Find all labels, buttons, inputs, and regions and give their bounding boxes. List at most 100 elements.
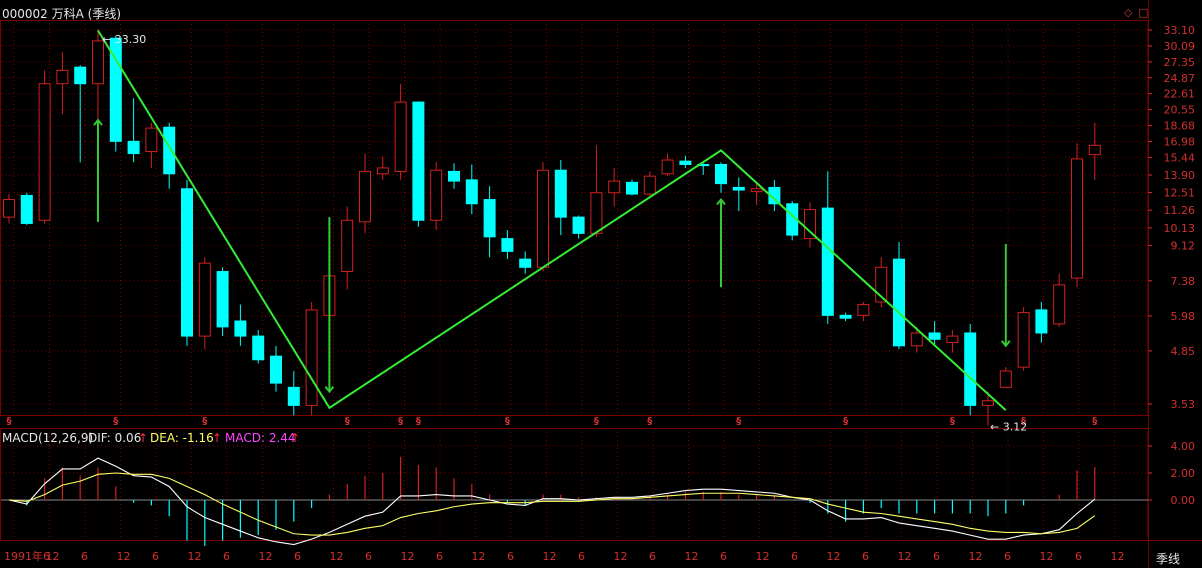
- price-axis-label: 12.51: [1164, 187, 1196, 200]
- candle-body: [519, 258, 532, 268]
- candle-body: [875, 266, 888, 303]
- timeframe-label[interactable]: 季线: [1156, 552, 1181, 566]
- event-mark: §: [1021, 416, 1026, 427]
- event-mark: §: [7, 416, 12, 427]
- candle-body: [163, 126, 176, 175]
- event-mark: §: [647, 416, 652, 427]
- time-axis-label: 6: [578, 550, 585, 563]
- event-mark: §: [416, 416, 421, 427]
- candle-body: [1017, 312, 1030, 368]
- price-axis-label: 24.87: [1164, 72, 1196, 85]
- candle-body: [804, 209, 816, 240]
- candle-body: [376, 167, 389, 175]
- candle-body: [821, 207, 834, 316]
- candle-body: [127, 140, 140, 155]
- time-axis-label: 6: [720, 550, 727, 563]
- time-axis-label: 12: [330, 550, 344, 563]
- diamond-icon[interactable]: ◇: [1124, 6, 1133, 19]
- event-mark: §: [345, 416, 350, 427]
- candle-body: [839, 314, 852, 319]
- candle-body: [501, 238, 514, 252]
- price-axis-label: 5.98: [1171, 310, 1196, 323]
- candle-body: [38, 83, 51, 221]
- time-axis-label: 12: [756, 550, 770, 563]
- price-axis-label: 4.85: [1171, 345, 1196, 358]
- price-axis-label: 18.68: [1164, 120, 1196, 133]
- time-axis-label: 6: [649, 550, 656, 563]
- square-icon[interactable]: □: [1138, 6, 1149, 19]
- event-mark: §: [594, 416, 599, 427]
- signal-arrow-head: [1001, 340, 1011, 348]
- price-axis-label: 15.44: [1164, 151, 1196, 164]
- candle-body: [252, 335, 265, 361]
- price-axis-label: 3.53: [1171, 398, 1196, 411]
- macd-dif-label: DIF: 0.06: [88, 431, 142, 445]
- price-axis-label: 33.10: [1164, 24, 1196, 37]
- price-axis-label: 27.35: [1164, 56, 1196, 69]
- candle-body: [768, 186, 781, 205]
- event-mark: §: [736, 416, 741, 427]
- time-axis-label: 12: [188, 550, 202, 563]
- candle-body: [412, 101, 425, 221]
- time-axis-label: 12: [46, 550, 60, 563]
- event-mark: §: [843, 416, 848, 427]
- candle-body: [715, 163, 727, 185]
- time-axis-label: 12: [614, 550, 628, 563]
- candle-body: [234, 320, 247, 337]
- time-axis-label: 12: [898, 550, 912, 563]
- time-axis-label: 12: [472, 550, 486, 563]
- candle-body: [857, 304, 870, 316]
- price-axis-label: 20.55: [1164, 104, 1196, 117]
- macd-axis-label: 0.00: [1171, 494, 1196, 507]
- price-axis-label: 13.90: [1164, 169, 1196, 182]
- time-axis-label: 6: [436, 550, 443, 563]
- candle-body: [928, 332, 941, 340]
- candle-body: [643, 175, 656, 195]
- price-axis-label: 7.38: [1171, 275, 1196, 288]
- candle-body: [590, 192, 603, 234]
- time-axis-label: 12: [543, 550, 557, 563]
- candle-body: [1071, 158, 1083, 279]
- candle-body: [946, 335, 959, 344]
- candle-body: [750, 188, 763, 192]
- signal-arrow-head: [93, 118, 103, 126]
- macd-name: MACD(12,26,9): [2, 431, 94, 445]
- dea-line: [8, 472, 1096, 536]
- candle-body: [910, 332, 923, 347]
- price-axis-label: 22.61: [1164, 88, 1196, 101]
- price-axis-label: 16.98: [1164, 136, 1196, 149]
- macd-dea-label: DEA: -1.16: [150, 431, 214, 445]
- trend-line: [97, 29, 1007, 412]
- candle-body: [679, 160, 692, 165]
- high-annotation: ← 33.30: [102, 33, 146, 46]
- time-axis-label: 6: [223, 550, 230, 563]
- time-axis-label: 6: [507, 550, 514, 563]
- time-axis-label: 6: [1075, 550, 1082, 563]
- low-annotation: ← 3.12: [990, 421, 1027, 434]
- candle-body: [198, 262, 211, 337]
- macd-axis-label: 2.00: [1171, 467, 1196, 480]
- macd-dea-arrow: ↑: [212, 431, 223, 445]
- candle-body: [554, 169, 567, 218]
- candle-body: [430, 169, 443, 221]
- price-axis-label: 10.13: [1164, 222, 1196, 235]
- candle-body: [483, 199, 496, 238]
- candle-body: [3, 199, 15, 218]
- event-mark: §: [202, 416, 207, 427]
- candle-body: [359, 170, 371, 223]
- time-axis-label: 6: [294, 550, 301, 563]
- time-axis-label: 1991年6: [4, 549, 50, 563]
- time-axis-label: 6: [81, 550, 88, 563]
- event-mark: §: [950, 416, 955, 427]
- event-mark: §: [505, 416, 510, 427]
- candle-body: [109, 37, 122, 142]
- candle-body: [216, 271, 229, 328]
- price-axis-label: 30.09: [1164, 40, 1196, 53]
- candle-body: [1088, 144, 1101, 156]
- candle-body: [287, 386, 300, 406]
- candle-body: [1053, 284, 1066, 325]
- signal-arrow-head: [716, 197, 726, 206]
- chart-title: 000002 万科A (季线): [2, 7, 122, 21]
